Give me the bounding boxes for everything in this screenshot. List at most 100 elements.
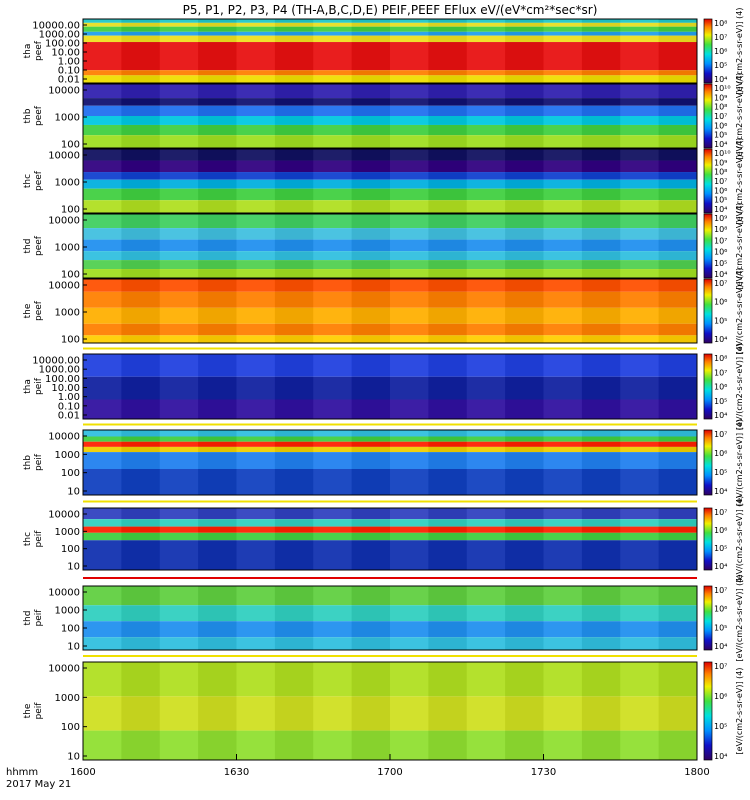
panel-stack: 10000.001000.00100.0010.001.000.100.01th… <box>23 8 744 763</box>
time-block <box>428 586 467 650</box>
y-tick-label: 10000 <box>48 432 80 443</box>
time-block <box>313 214 352 278</box>
x-axis-date: 2017 May 21 <box>6 779 71 790</box>
time-block <box>121 19 160 83</box>
colorbar-unit-label: [eV/(cm2-s-sr-eV)] (4) <box>735 496 744 583</box>
time-block <box>198 84 237 148</box>
time-block <box>466 586 506 650</box>
time-block <box>620 430 659 495</box>
colorbar-unit-label: [eV/(cm2-s-sr-eV)] (4) <box>735 138 744 225</box>
heatmap-band <box>83 452 697 469</box>
time-block <box>236 19 275 83</box>
time-block <box>658 19 697 83</box>
heatmap-band <box>83 532 697 541</box>
time-block <box>543 149 582 213</box>
time-block <box>581 19 621 83</box>
heatmap-band <box>83 307 697 324</box>
colorbar-tick-label: 10⁷ <box>714 368 727 377</box>
time-block <box>236 214 275 278</box>
colorbar-tick-label: 10¹⁰ <box>714 149 731 158</box>
colorbar <box>703 213 713 279</box>
heatmap-band <box>83 22 697 27</box>
time-block <box>351 662 390 760</box>
y-tick-label: 10000 <box>48 151 80 162</box>
time-block <box>581 214 621 278</box>
colorbar-tick-label: 10⁴ <box>714 205 727 214</box>
y-tick-label: 100.00 <box>45 39 80 50</box>
x-tick-label: 1600 <box>70 767 95 778</box>
heatmap-band <box>83 70 697 76</box>
heatmap-band <box>83 179 697 189</box>
colorbar-tick-label: 10⁵ <box>714 722 727 731</box>
panel-e-ion: 10000 1000 100 the peef 10⁷ 10⁶ 10⁵ 10⁴ [eV/(cm2-… <box>23 268 744 355</box>
time-block <box>274 214 314 278</box>
y-tick-label: 1000 <box>55 178 80 189</box>
colorbar-tick-label: 10⁷ <box>714 236 727 245</box>
time-block <box>198 430 237 495</box>
time-block <box>198 149 237 213</box>
heatmap-band <box>83 172 697 180</box>
colorbar-tick-label: 10¹⁰ <box>714 84 731 93</box>
time-block <box>159 354 199 419</box>
time-block <box>620 149 659 213</box>
colorbar-tick-label: 10⁴ <box>714 752 727 761</box>
time-block <box>428 279 467 343</box>
time-block <box>620 586 659 650</box>
panel-product-label: peif <box>34 530 44 548</box>
time-block <box>313 19 352 83</box>
colorbar <box>703 148 713 214</box>
time-block <box>466 149 506 213</box>
colorbar-tick-label: 10⁶ <box>714 186 727 195</box>
time-block <box>351 149 390 213</box>
panel-product-label: peef <box>34 40 44 61</box>
y-tick-label: 10.00 <box>51 48 80 59</box>
panel-frame <box>82 585 698 651</box>
time-block <box>505 662 544 760</box>
y-tick-label: 10 <box>67 487 80 498</box>
time-block <box>351 84 390 148</box>
time-block <box>121 430 160 495</box>
panel-product-label: peif <box>34 377 44 395</box>
time-block <box>390 214 429 278</box>
y-tick-label: 10000 <box>48 281 80 292</box>
panel-product-label: peif <box>34 453 44 471</box>
heatmap-band <box>83 399 697 419</box>
y-tick-label: 10000 <box>48 510 80 521</box>
colorbar-tick-label: 10⁴ <box>714 562 727 571</box>
y-tick-label: 1.00 <box>58 392 80 403</box>
time-block <box>390 149 429 213</box>
colorbar-tick-label: 10⁵ <box>714 196 727 205</box>
colorbar <box>703 18 713 84</box>
heatmap-band <box>83 269 697 278</box>
heatmap-band <box>83 135 697 148</box>
time-block <box>390 354 429 419</box>
colorbar-tick-label: 10⁶ <box>714 692 727 701</box>
heatmap-band <box>83 160 697 173</box>
heatmap-band <box>83 228 697 240</box>
colorbar-tick-label: 10⁶ <box>714 248 727 257</box>
x-tick-label: 1630 <box>224 767 249 778</box>
y-tick-label: 10.00 <box>51 383 80 394</box>
time-block <box>159 149 199 213</box>
time-block <box>274 149 314 213</box>
y-tick-label: 100 <box>61 205 80 216</box>
time-block <box>313 662 352 760</box>
time-block <box>620 84 659 148</box>
time-block <box>428 19 467 83</box>
panel-probe-label: thb <box>23 108 33 123</box>
time-block <box>428 662 467 760</box>
colorbar-tick-label: 10⁶ <box>714 526 727 535</box>
y-tick-label: 10000 <box>48 216 80 227</box>
time-block <box>658 279 697 343</box>
heatmap-band <box>83 519 697 527</box>
panel-probe-label: the <box>23 703 33 718</box>
colorbar-tick-label: 10⁴ <box>714 75 727 84</box>
heatmap-band <box>83 376 697 400</box>
panel-frame <box>82 213 698 279</box>
y-tick-label: 100 <box>61 270 80 281</box>
heatmap-band <box>83 239 697 252</box>
y-tick-label: 10000 <box>48 588 80 599</box>
time-block <box>236 354 275 419</box>
time-block <box>351 430 390 495</box>
panel-frame <box>82 353 698 420</box>
